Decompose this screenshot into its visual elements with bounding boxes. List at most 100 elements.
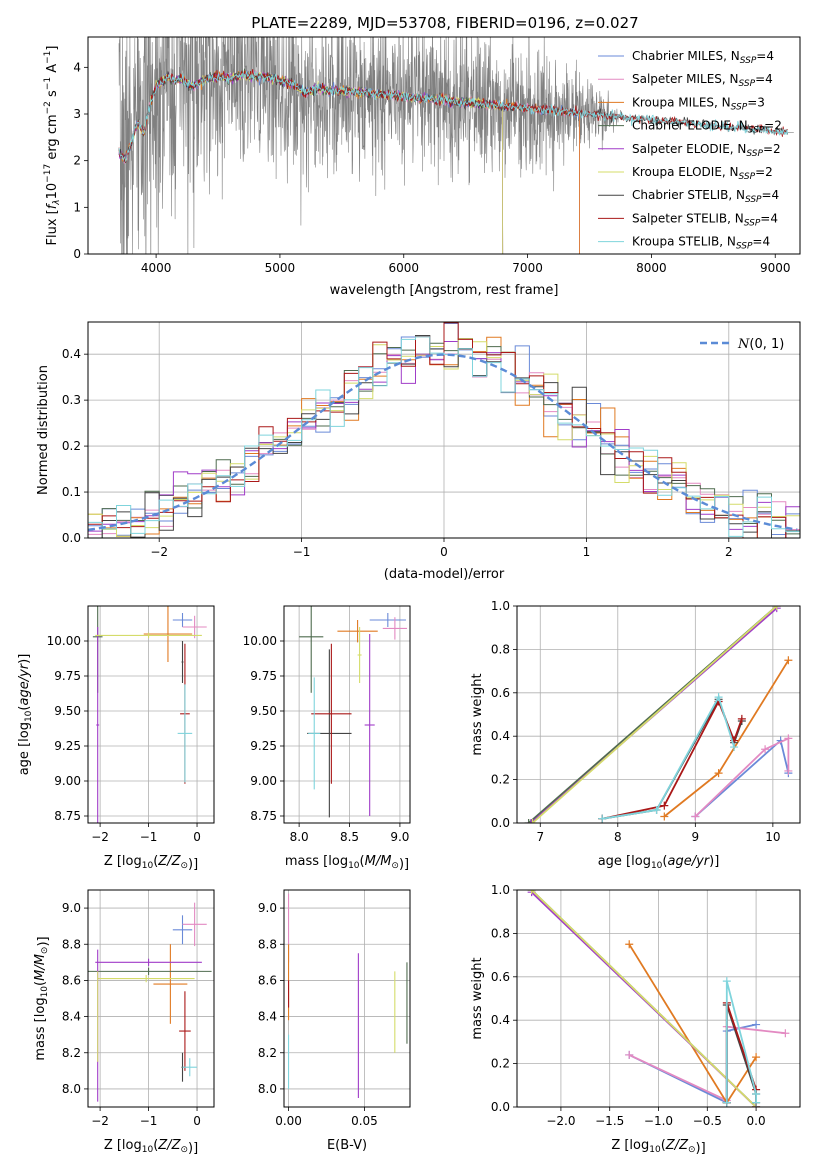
- panel-age-vs-mass: 8.0 8.5 9.0 8.75 9.00 9.25 9.50 9.75 10.00 mass […: [243, 605, 411, 872]
- y-tick-label: 9.0: [258, 901, 277, 915]
- legend-label: Salpeter ELODIE, NSSP=2: [632, 142, 781, 159]
- weight-marker: [752, 1020, 761, 1029]
- legend-label: N(0, 1): [737, 337, 784, 352]
- x-axis-label: mass [log10(M/M⊙)]: [285, 854, 409, 872]
- x-tick-label: 8000: [636, 261, 667, 275]
- y-tick-label: 0.2: [491, 1057, 510, 1071]
- x-tick-label: 0: [193, 1114, 201, 1128]
- x-axis-label: wavelength [Angstrom, rest frame]: [330, 283, 559, 298]
- x-axis-label: Z [log10(Z/Z⊙)]: [104, 1138, 198, 1156]
- error-bars: [299, 606, 407, 818]
- weight-line-salpeter-stelib: [725, 1002, 757, 1107]
- y-axis-label: Normed distribution: [36, 365, 51, 495]
- x-tick-label: −1: [293, 545, 311, 559]
- x-tick-label: 8.0: [290, 830, 309, 844]
- panel-weight-vs-Z: −2.0 −1.5 −1.0 −0.5 0.0 0.0 0.2 0.4 0.6 0.8 1.0 mas…: [470, 883, 801, 1156]
- y-tick-label: 8.2: [62, 1046, 81, 1060]
- weight-line-kroupa-elodie: [531, 606, 778, 823]
- weight-marker: [737, 714, 746, 723]
- weight-marker: [660, 812, 669, 821]
- y-tick-label: 4: [73, 60, 81, 74]
- weight-line-chabrier-miles: [694, 738, 790, 818]
- y-tick-label: 0.1: [62, 485, 81, 499]
- y-axis-label: age [log10(age/yr)]: [17, 654, 34, 776]
- y-tick-label: 9.25: [250, 739, 277, 753]
- y-tick-label: 8.75: [54, 809, 81, 823]
- axes-frame: [87, 321, 801, 539]
- axes-frame: [283, 605, 411, 824]
- legend-label: Chabrier STELIB, NSSP=4: [632, 188, 779, 205]
- panel-residuals: −2 −1 0 1 2 0.0 0.1 0.2 0.3 0.4 N(0, 1) (data-model…: [36, 321, 801, 582]
- panel-weight-vs-age: 7 8 9 10 0.0 0.2 0.4 0.6 0.8 1.0 mass weight age [l…: [470, 599, 801, 871]
- y-tick-label: 9.50: [54, 704, 81, 718]
- weight-line-kroupa-elodie: [530, 890, 757, 1107]
- axes-frame: [87, 889, 215, 1108]
- panel-mass-vs-ebv: 0.00 0.05 8.0 8.2 8.4 8.6 8.8 9.0 E(B-V): [258, 889, 411, 1153]
- y-axis-label: Flux [fλ10−17 erg cm−2 s−1 A−1]: [43, 46, 62, 246]
- weight-marker: [714, 769, 723, 778]
- weight-marker: [526, 819, 535, 823]
- axes-frame: [87, 36, 801, 255]
- weight-marker: [527, 890, 536, 894]
- weight-marker: [625, 1050, 634, 1059]
- y-axis-label: mass [log10(M/M⊙)]: [33, 936, 51, 1060]
- x-tick-label: 10: [765, 830, 780, 844]
- y-tick-label: 0.6: [491, 686, 510, 700]
- weight-marker: [660, 801, 669, 810]
- y-tick-label: 8.8: [62, 937, 81, 951]
- weight-marker: [722, 977, 731, 986]
- panel-spectrum: 4000 5000 6000 7000 8000 9000 0 1 2 3 4 Chabrier MI…: [43, 36, 801, 298]
- weight-marker: [752, 1053, 761, 1062]
- weight-marker: [524, 819, 533, 823]
- x-tick-label: 0.0: [747, 1114, 766, 1128]
- x-tick-label: 5000: [265, 261, 296, 275]
- x-tick-label: 1: [583, 545, 591, 559]
- y-tick-label: 9.0: [62, 901, 81, 915]
- x-axis-label: E(B-V): [327, 1138, 367, 1153]
- x-tick-label: 9000: [760, 261, 791, 275]
- weight-line-chabrier-stelib: [602, 697, 743, 820]
- y-tick-label: 8.75: [250, 809, 277, 823]
- model-spectrum-kroupa-stelib: [118, 71, 788, 163]
- y-tick-label: 0.8: [491, 642, 510, 656]
- axes-frame: [516, 605, 801, 824]
- legend-label: Chabrier MILES, NSSP=4: [632, 49, 774, 66]
- error-bars: [88, 902, 212, 1102]
- y-tick-label: 9.75: [250, 669, 277, 683]
- weight-line-kroupa-miles: [663, 659, 790, 818]
- x-tick-label: −1: [140, 830, 158, 844]
- y-tick-label: 0.3: [62, 393, 81, 407]
- x-tick-label: 6000: [388, 261, 419, 275]
- y-tick-label: 8.0: [258, 1082, 277, 1096]
- y-tick-label: 0.4: [491, 729, 510, 743]
- figure-title: PLATE=2289, MJD=53708, FIBERID=0196, z=0…: [251, 14, 638, 32]
- x-tick-label: 2: [725, 545, 733, 559]
- weight-marker: [752, 1089, 761, 1098]
- panel-mass-vs-Z: −2 −1 0 8.0 8.2 8.4 8.6 8.8 9.0 Z [log10(Z/Z⊙)] ma…: [33, 889, 215, 1156]
- x-axis-label: age [log10(age/yr)]: [598, 854, 720, 871]
- y-tick-label: 1.0: [491, 599, 510, 613]
- weight-marker: [752, 1098, 761, 1107]
- weight-marker: [784, 734, 793, 743]
- y-tick-label: 0.0: [62, 531, 81, 545]
- y-tick-label: 3: [73, 107, 81, 121]
- panel-age-vs-Z: −2 −1 0 8.75 9.00 9.25 9.50 9.75 10.00 Z [log10(Z…: [17, 605, 215, 872]
- y-tick-label: 9.50: [250, 704, 277, 718]
- y-axis-label: mass weight: [470, 673, 485, 755]
- y-tick-label: 8.6: [62, 973, 81, 987]
- weight-line-kroupa-stelib: [725, 980, 757, 1103]
- y-tick-label: 0.0: [491, 1100, 510, 1114]
- weight-marker: [761, 745, 770, 754]
- y-tick-label: 0: [73, 247, 81, 261]
- y-tick-label: 1.0: [491, 883, 510, 897]
- x-axis-label: Z [log10(Z/Z⊙)]: [611, 1138, 705, 1156]
- error-bars: [288, 893, 408, 1098]
- x-tick-label: 0: [440, 545, 448, 559]
- x-tick-label: 9.0: [390, 830, 409, 844]
- y-tick-label: 0.0: [491, 816, 510, 830]
- x-tick-label: 7: [536, 830, 544, 844]
- x-tick-label: −1.0: [644, 1114, 673, 1128]
- weight-marker: [784, 766, 793, 775]
- weight-marker: [772, 606, 781, 610]
- x-tick-label: −2: [150, 545, 168, 559]
